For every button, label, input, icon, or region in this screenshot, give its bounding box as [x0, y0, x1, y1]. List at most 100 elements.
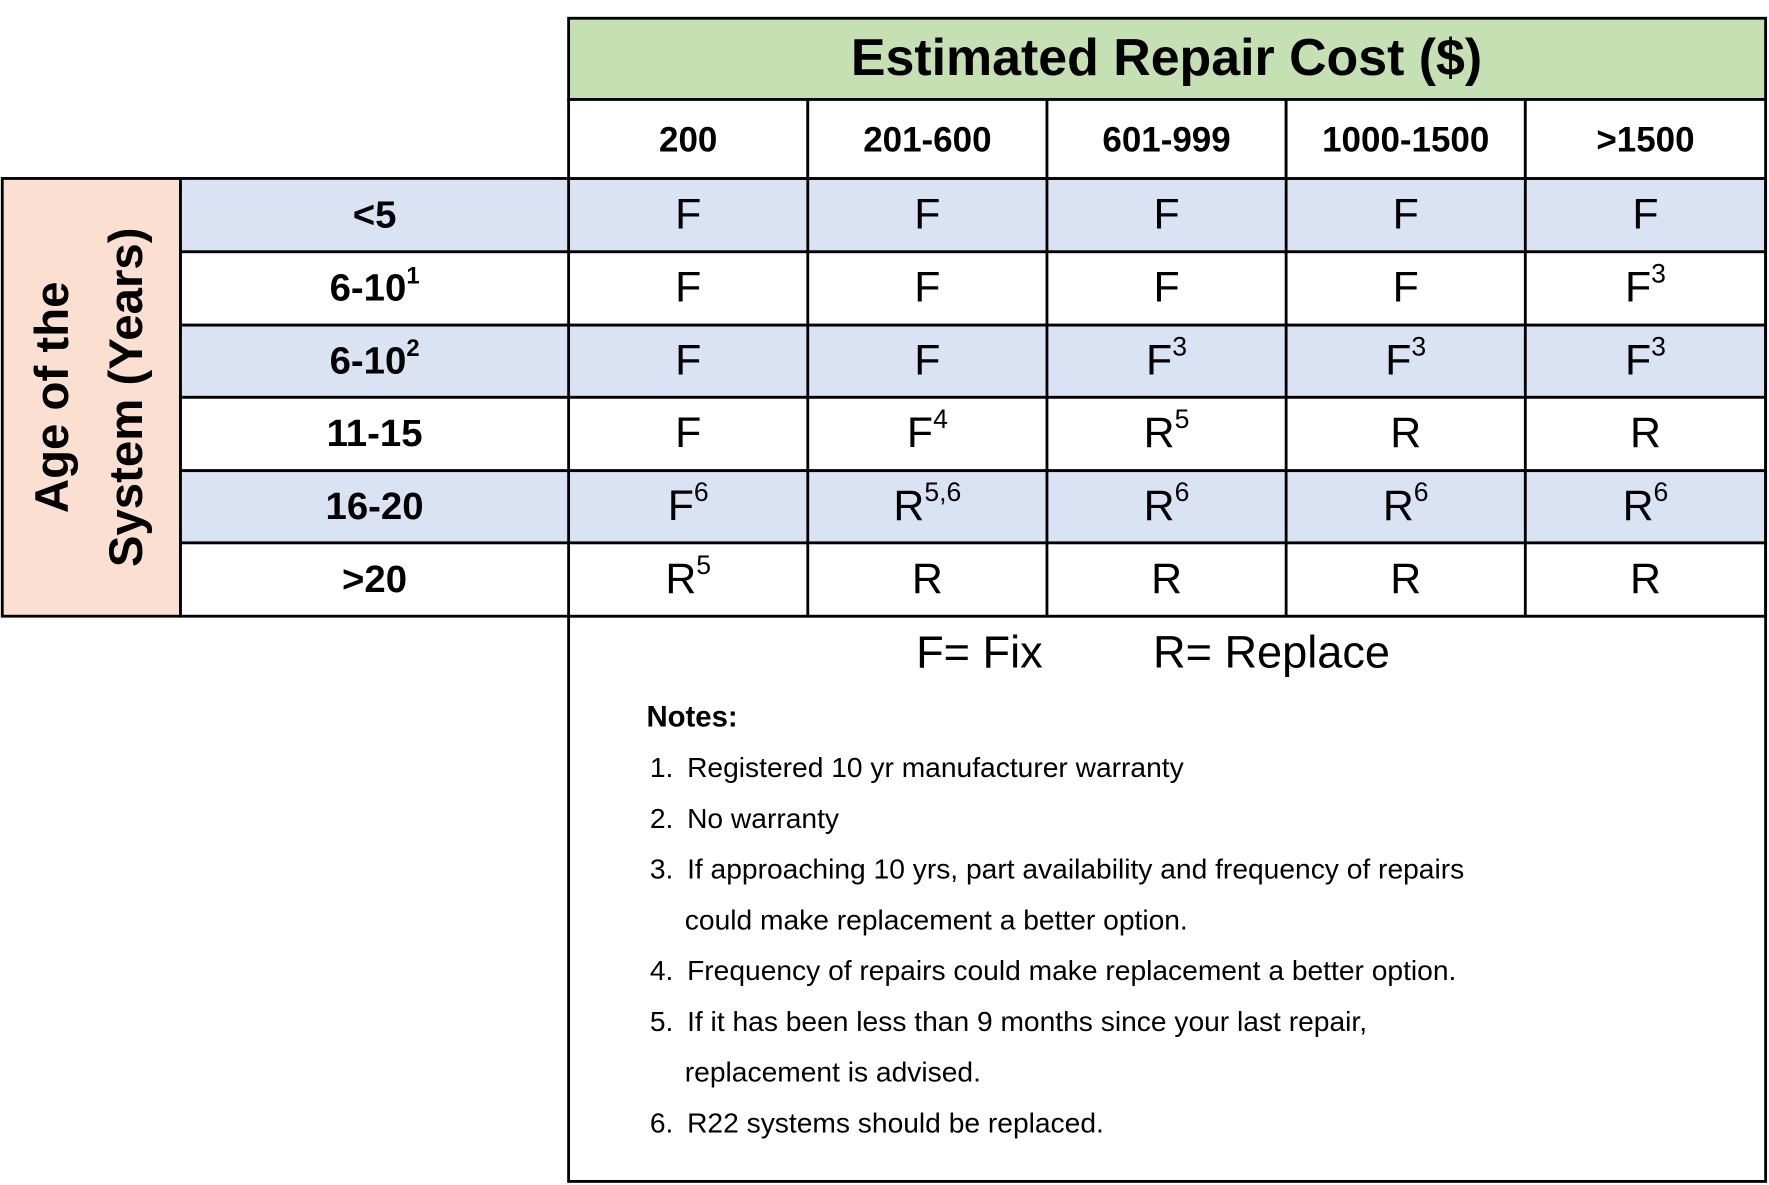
note-number: 4. — [650, 954, 674, 986]
note-text: could make replacement a better option. — [685, 903, 1188, 935]
row-label-text: 11-15 — [327, 412, 423, 455]
cell-sup: 3 — [1172, 331, 1187, 361]
note-text: replacement is advised. — [685, 1056, 981, 1088]
cell-text: F — [1153, 191, 1179, 239]
cell: F — [914, 337, 940, 385]
cell-text: F — [675, 410, 701, 458]
cell-text: F — [1146, 337, 1172, 385]
row-label: <5 — [353, 194, 397, 237]
cell-text: F — [914, 191, 940, 239]
row-label: 11-15 — [327, 412, 423, 455]
note-text: R22 systems should be replaced. — [687, 1106, 1104, 1138]
cell-text: F — [1153, 264, 1179, 312]
row-label: 16-20 — [326, 485, 424, 528]
row-band — [179, 541, 1768, 618]
row-band — [179, 177, 1768, 254]
cell-sup: 5,6 — [924, 477, 961, 507]
column-header: 1000-1500 — [1322, 121, 1489, 160]
cell: R5,6 — [893, 477, 961, 530]
note-number: 3. — [650, 853, 674, 885]
note-number: 2. — [650, 802, 674, 834]
cell-text: F — [1625, 337, 1651, 385]
cell-text: R — [912, 555, 943, 603]
cell: F — [1393, 264, 1419, 312]
cell-text: R — [1383, 482, 1414, 530]
cell: R6 — [1623, 477, 1669, 530]
cell: F — [675, 191, 701, 239]
cell: F6 — [668, 477, 709, 530]
header-cell — [1045, 98, 1288, 180]
cell: R — [1151, 555, 1182, 603]
cell-sup: 6 — [1175, 477, 1190, 507]
row-header-band — [0, 177, 182, 618]
table-title: Estimated Repair Cost ($) — [851, 28, 1482, 86]
row-label: >20 — [342, 558, 407, 601]
row-label-text: 6-10 — [330, 340, 407, 383]
cell-sup: 4 — [933, 404, 948, 434]
row-header-line: System (Years) — [100, 227, 153, 567]
note-text: If it has been less than 9 months since … — [687, 1005, 1367, 1037]
cell-text: F — [1393, 264, 1419, 312]
legend-entry: F= Fix — [916, 627, 1043, 678]
cell-sup: 3 — [1411, 331, 1426, 361]
cell-text: F — [675, 191, 701, 239]
cell-text: R — [1390, 555, 1421, 603]
cell: F — [914, 264, 940, 312]
cell: R — [1390, 555, 1421, 603]
cell: F — [675, 264, 701, 312]
row-label-text: <5 — [353, 194, 397, 237]
column-header: >1500 — [1596, 121, 1694, 160]
cell-sup: 5 — [696, 550, 711, 580]
header-cell — [567, 98, 810, 180]
note-number: 5. — [650, 1005, 674, 1037]
note-text: Frequency of repairs could make replacem… — [687, 954, 1456, 986]
cell: F — [1393, 191, 1419, 239]
cell-text: F — [914, 264, 940, 312]
cell-text: F — [1385, 337, 1411, 385]
cell-text: F — [675, 264, 701, 312]
cell-text: R — [893, 482, 924, 530]
cell-text: F — [907, 410, 933, 458]
note-text: Registered 10 yr manufacturer warranty — [687, 751, 1185, 783]
note-text: No warranty — [687, 802, 840, 834]
cell-sup: 3 — [1651, 331, 1666, 361]
cell-text: F — [1393, 191, 1419, 239]
note-number: 1. — [650, 751, 674, 783]
cell-text: F — [675, 337, 701, 385]
row-label: 6-101 — [330, 263, 420, 310]
cell-text: R — [1151, 555, 1182, 603]
cell-sup: 6 — [694, 477, 709, 507]
column-header: 201-600 — [863, 121, 991, 160]
cell-text: R — [1630, 410, 1661, 458]
note-number: 6. — [650, 1106, 674, 1138]
cell: R5 — [1144, 404, 1190, 457]
row-label-sup: 2 — [406, 335, 419, 362]
cell: R6 — [1383, 477, 1429, 530]
row-label-sup: 1 — [406, 263, 419, 290]
cell-sup: 6 — [1414, 477, 1429, 507]
cell: F3 — [1625, 259, 1666, 312]
cell: F — [914, 191, 940, 239]
cell: F4 — [907, 404, 948, 457]
row-label-text: 6-10 — [330, 267, 407, 310]
cell-text: R — [1630, 555, 1661, 603]
cell: R5 — [665, 550, 711, 603]
row-label-text: 16-20 — [326, 485, 424, 528]
row-label-text: >20 — [342, 558, 407, 601]
cell: F3 — [1385, 331, 1426, 384]
cell-text: R — [1623, 482, 1654, 530]
cell-text: R — [1144, 410, 1175, 458]
cell: R — [1630, 410, 1661, 458]
header-cell — [1523, 98, 1768, 180]
notes-title: Notes: — [646, 701, 737, 734]
cell: F3 — [1146, 331, 1187, 384]
cell: R — [912, 555, 943, 603]
cell-text: R — [1144, 482, 1175, 530]
cell: R — [1630, 555, 1661, 603]
cell-sup: 6 — [1654, 477, 1669, 507]
cell-text: R — [665, 555, 696, 603]
cell: F — [1153, 264, 1179, 312]
header-cell — [806, 98, 1049, 180]
